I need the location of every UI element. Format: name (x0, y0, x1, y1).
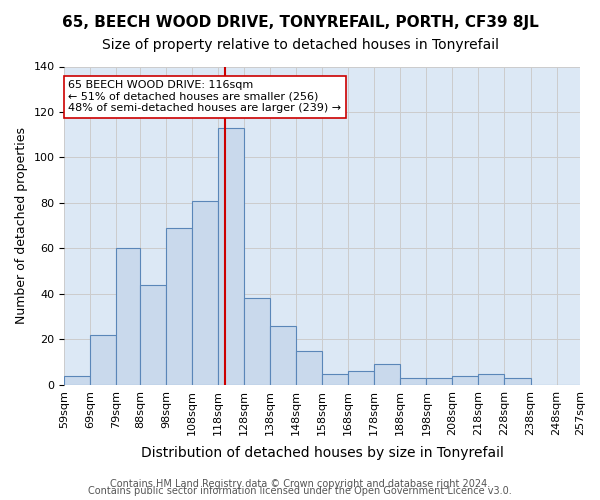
Bar (140, 285, 166, 385)
Y-axis label: Number of detached properties: Number of detached properties (15, 127, 28, 324)
Text: 65 BEECH WOOD DRIVE: 116sqm
← 51% of detached houses are smaller (256)
48% of se: 65 BEECH WOOD DRIVE: 116sqm ← 51% of det… (68, 80, 341, 114)
Bar (427, 378, 452, 385)
Bar (166, 228, 192, 385)
Bar (296, 351, 322, 385)
Bar (91, 335, 116, 385)
Bar (192, 200, 218, 385)
Bar (478, 374, 505, 385)
Bar (452, 376, 478, 385)
Text: Size of property relative to detached houses in Tonyrefail: Size of property relative to detached ho… (101, 38, 499, 52)
Bar (374, 364, 400, 385)
Text: Contains public sector information licensed under the Open Government Licence v3: Contains public sector information licen… (88, 486, 512, 496)
Text: Contains HM Land Registry data © Crown copyright and database right 2024.: Contains HM Land Registry data © Crown c… (110, 479, 490, 489)
X-axis label: Distribution of detached houses by size in Tonyrefail: Distribution of detached houses by size … (141, 446, 503, 460)
Bar (116, 248, 140, 385)
Bar (400, 378, 427, 385)
Bar (505, 378, 530, 385)
Bar (348, 372, 374, 385)
Bar (322, 374, 348, 385)
Bar (244, 298, 270, 385)
Bar (270, 326, 296, 385)
Bar (64, 376, 91, 385)
Bar (218, 128, 244, 385)
Text: 65, BEECH WOOD DRIVE, TONYREFAIL, PORTH, CF39 8JL: 65, BEECH WOOD DRIVE, TONYREFAIL, PORTH,… (62, 15, 538, 30)
